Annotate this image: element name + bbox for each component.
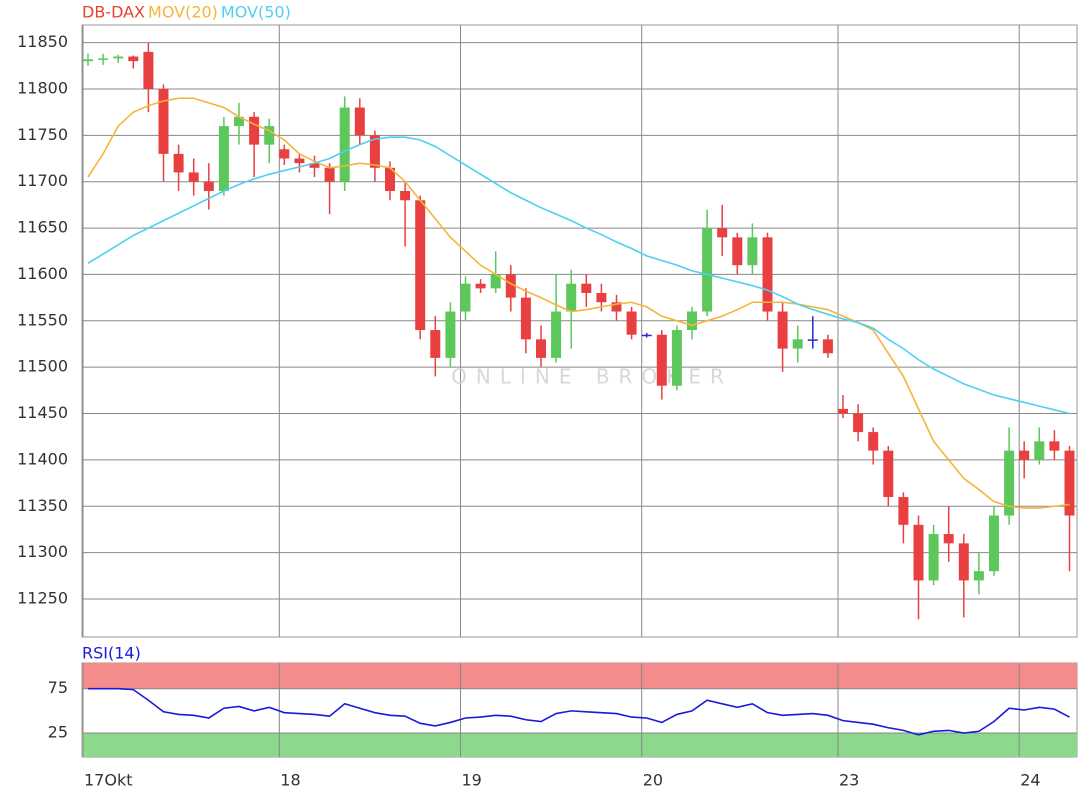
candle-body xyxy=(943,534,954,544)
candle-body xyxy=(339,107,350,182)
x-tick-label: 20 xyxy=(643,771,663,790)
legend-label: RSI(14) xyxy=(82,644,141,663)
series-line xyxy=(87,136,1070,415)
candle-body xyxy=(898,496,909,525)
candle-body xyxy=(234,116,244,127)
candle-body xyxy=(928,534,939,581)
candle-body xyxy=(128,56,139,62)
candle-body xyxy=(777,311,788,349)
candle-body xyxy=(989,515,999,572)
candle-body xyxy=(641,334,652,337)
watermark: ONLINE BROKER xyxy=(451,365,733,389)
candle-body xyxy=(354,107,365,136)
series-line xyxy=(88,687,1070,736)
y-tick-label: 11350 xyxy=(17,496,68,515)
candle-body xyxy=(113,56,124,59)
candle-body xyxy=(369,135,380,168)
y-tick-label: 11600 xyxy=(17,264,68,283)
candle-body xyxy=(581,283,592,293)
y-tick-label: 11800 xyxy=(17,78,68,97)
candle-body xyxy=(536,339,546,358)
x-tick-label: 24 xyxy=(1020,771,1040,790)
candle-body xyxy=(218,126,229,191)
candle-body xyxy=(279,149,290,159)
candle-body xyxy=(822,339,833,354)
candle-body xyxy=(807,339,818,341)
candle-body xyxy=(309,163,320,168)
candle-body xyxy=(520,297,531,340)
candle-body xyxy=(671,330,682,386)
candle-body xyxy=(460,283,471,312)
candle-body xyxy=(717,228,728,238)
candle-body xyxy=(853,413,864,433)
candle-body xyxy=(1049,441,1060,451)
candle-body xyxy=(1019,450,1030,460)
candle-body xyxy=(385,167,395,191)
candle-body xyxy=(1034,441,1045,460)
candle-body xyxy=(188,172,199,182)
candle-body xyxy=(490,274,501,289)
legend-label: DB-DAX xyxy=(82,3,145,22)
candle-body xyxy=(656,334,667,386)
candle-body xyxy=(505,274,516,298)
y-tick-label: 11450 xyxy=(17,403,68,422)
y-tick-label: 11400 xyxy=(17,449,68,468)
y-tick-label: 11300 xyxy=(17,542,68,561)
candle-body xyxy=(913,524,924,581)
candle-body xyxy=(732,237,743,266)
candle-body xyxy=(400,190,411,201)
x-tick-label: 19 xyxy=(462,771,482,790)
candle-body xyxy=(687,311,697,331)
candle-body xyxy=(158,88,169,154)
y-tick-label: 11750 xyxy=(17,125,68,144)
candle-body xyxy=(445,311,456,358)
candle-body xyxy=(747,237,758,266)
candle-body xyxy=(762,237,773,312)
candle-body xyxy=(702,228,713,312)
legend-label: MOV(50) xyxy=(221,3,291,22)
candle-body xyxy=(203,181,214,191)
y-tick-label: 75 xyxy=(48,678,68,697)
candle-body xyxy=(143,51,154,89)
y-tick-label: 11700 xyxy=(17,171,68,190)
candle-body xyxy=(838,408,848,414)
x-tick-label: 18 xyxy=(280,771,300,790)
candle-body xyxy=(868,432,879,451)
x-tick-label: 17Okt xyxy=(84,771,133,790)
x-tick-label: 23 xyxy=(839,771,859,790)
candle-body xyxy=(883,450,894,497)
plot-area xyxy=(81,24,1078,638)
y-tick-label: 11850 xyxy=(17,32,68,51)
y-tick-label: 11650 xyxy=(17,218,68,237)
candle-body xyxy=(475,283,486,289)
candle-body xyxy=(958,543,969,581)
candle-body xyxy=(626,311,637,335)
y-tick-label: 25 xyxy=(48,723,68,742)
y-tick-label: 11550 xyxy=(17,310,68,329)
candle-body xyxy=(596,292,607,303)
oversold-band xyxy=(82,733,1077,757)
candle-body xyxy=(566,283,577,312)
candle-body xyxy=(1004,450,1015,516)
candle-body xyxy=(1064,450,1075,516)
candle-body xyxy=(83,59,93,62)
candle-body xyxy=(973,571,984,581)
candle-body xyxy=(294,158,305,164)
candle-body xyxy=(611,302,622,312)
candle-body xyxy=(415,200,426,331)
candle-body xyxy=(249,116,260,145)
candle-body xyxy=(792,339,803,349)
candle-body xyxy=(430,330,441,358)
candle-body xyxy=(264,126,275,145)
y-tick-label: 11500 xyxy=(17,357,68,376)
legend-label: MOV(20) xyxy=(148,3,218,22)
series-line xyxy=(87,97,1070,509)
overbought-band xyxy=(82,663,1077,689)
candle-body xyxy=(551,311,562,358)
candle-body xyxy=(173,153,184,173)
y-tick-label: 11250 xyxy=(17,588,68,607)
candle-body xyxy=(98,58,109,60)
candle-body xyxy=(324,167,335,182)
